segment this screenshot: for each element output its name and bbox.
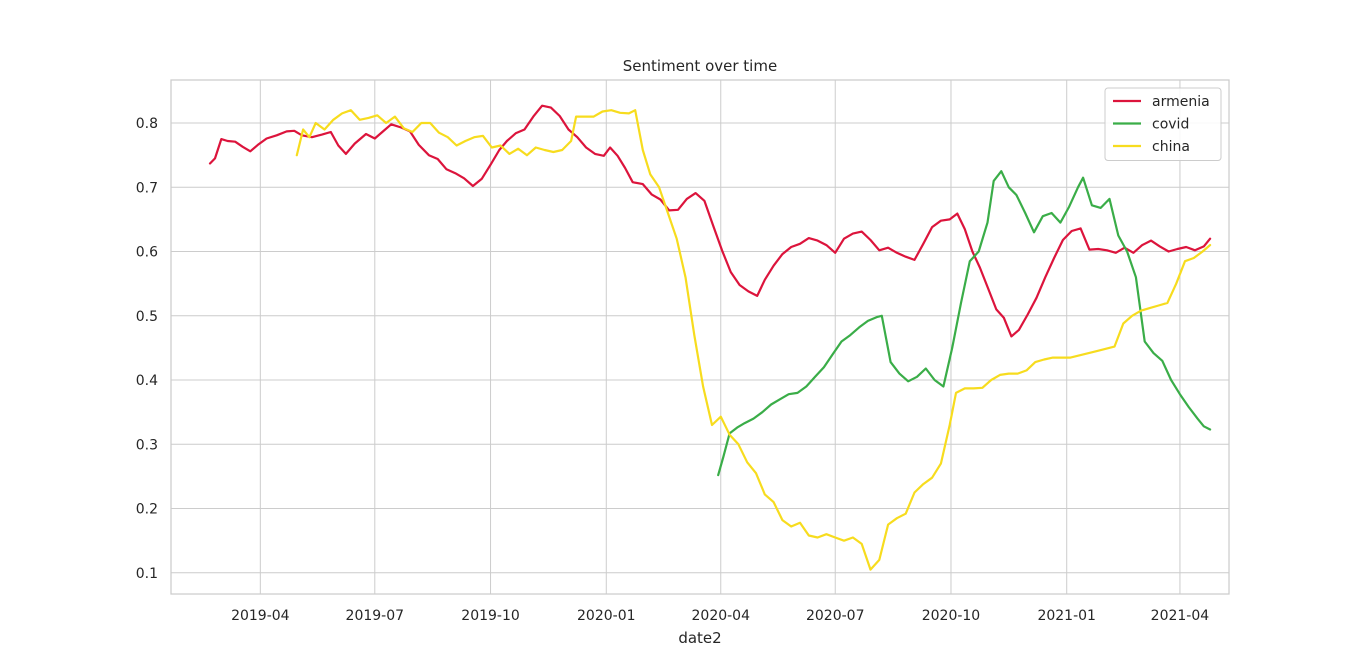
x-tick-label: 2019-04: [231, 608, 290, 624]
x-tick-label: 2020-10: [922, 608, 981, 624]
legend: armenia covid china: [1105, 88, 1221, 161]
x-tick-label: 2019-10: [461, 608, 520, 624]
y-tick-label: 0.3: [136, 437, 158, 453]
y-tick-label: 0.5: [136, 309, 158, 325]
y-tick-label: 0.2: [136, 502, 158, 518]
x-tick-label: 2021-04: [1151, 608, 1210, 624]
chart-title: Sentiment over time: [623, 57, 777, 75]
x-tick-label: 2020-04: [692, 608, 751, 624]
y-tick-label: 0.7: [136, 180, 158, 196]
x-tick-label: 2020-01: [577, 608, 636, 624]
x-tick-label: 2021-01: [1037, 608, 1096, 624]
x-tick-label: 2020-07: [806, 608, 865, 624]
y-tick-label: 0.8: [136, 116, 158, 132]
legend-label-china: china: [1152, 139, 1190, 155]
x-axis-ticks: 2019-04 2019-07 2019-10 2020-01 2020-04 2020-…: [231, 608, 1209, 624]
legend-label-armenia: armenia: [1152, 94, 1210, 110]
x-axis-title: date2: [678, 629, 721, 647]
y-tick-label: 0.4: [136, 373, 158, 389]
y-tick-label: 0.1: [136, 566, 158, 582]
x-tick-label: 2019-07: [346, 608, 405, 624]
y-tick-label: 0.6: [136, 245, 158, 261]
legend-label-covid: covid: [1152, 117, 1189, 133]
